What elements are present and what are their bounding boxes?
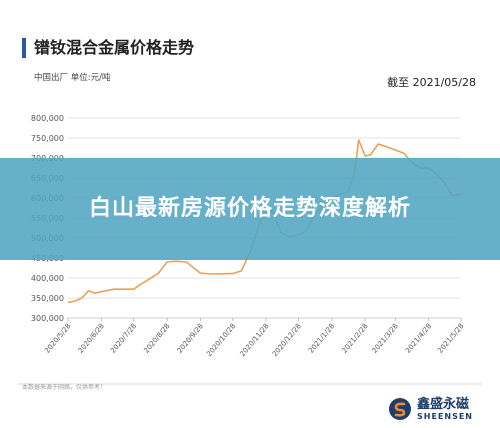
banner: 白山最新房源价格走势深度解析 (0, 158, 500, 260)
as-of-date: 截至 2021/05/28 (387, 75, 476, 89)
banner-title: 白山最新房源价格走势深度解析 (88, 196, 411, 221)
x-tick-label: 2020/10/28 (205, 322, 237, 358)
y-tick-label: 300,000 (31, 314, 64, 323)
x-tick-label: 2021/4/28 (404, 322, 433, 355)
logo-name-en: SHEENSEN (417, 411, 474, 421)
y-tick-label: 800,000 (31, 114, 64, 123)
x-tick-label: 2021/2/28 (340, 322, 369, 355)
chart-subtitle: 中国出厂 单位:元/吨 (34, 72, 111, 83)
x-tick-label: 2020/7/28 (109, 322, 138, 355)
chart-title: 镨钕混合金属价格走势 (34, 38, 194, 57)
x-tick-label: 2021/5/28 (436, 322, 465, 355)
y-tick-label: 350,000 (31, 294, 64, 303)
footer-note: 本数据来源于网络，仅供参考！ (22, 383, 106, 391)
y-tick-label: 400,000 (31, 274, 64, 283)
x-tick-label: 2020/8/28 (142, 322, 171, 355)
x-tick-label: 2020/6/28 (77, 322, 106, 355)
x-axis-ticks: 2020/5/28 2020/6/28 2020/7/28 2020/8/28 2020… (43, 318, 466, 358)
x-tick-label: 2021/1/28 (307, 322, 336, 355)
logo-name-cn: 鑫盛永磁 (417, 396, 470, 412)
brand-logo: 鑫盛永磁 SHEENSEN (388, 392, 498, 426)
title-accent-bar (22, 38, 26, 58)
y-tick-label: 750,000 (31, 134, 64, 143)
x-tick-label: 2021/3/28 (371, 322, 400, 355)
x-tick-label: 2020/11/28 (239, 322, 271, 358)
x-tick-label: 2020/9/28 (176, 322, 205, 355)
x-tick-label: 2020/5/28 (43, 322, 72, 355)
sheensen-logo-icon (389, 398, 411, 420)
x-tick-label: 2020/12/28 (271, 322, 303, 358)
